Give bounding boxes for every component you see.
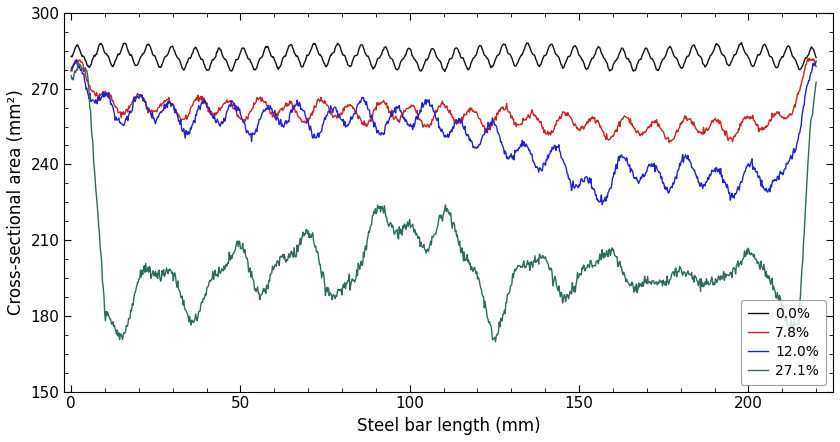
Legend: 0.0%, 7.8%, 12.0%, 27.1%: 0.0%, 7.8%, 12.0%, 27.1% [741,300,826,385]
7.8% [142,104,152,110]
0.0% [648,57,658,62]
Line: 27.1%: 27.1% [71,63,816,342]
X-axis label: Steel bar length (mm): Steel bar length (mm) [357,417,540,435]
12.0% [71,57,81,62]
12.0% [811,58,822,64]
27.1% [648,278,659,283]
Y-axis label: Cross-sectional area (mm²): Cross-sectional area (mm²) [7,89,25,315]
7.8% [811,64,822,69]
0.0% [394,64,404,69]
7.8% [647,118,657,124]
27.1% [74,60,84,65]
12.0% [66,68,76,73]
12.0% [648,164,659,169]
7.8% [66,68,76,73]
0.0% [737,40,747,45]
27.1% [66,73,76,78]
12.0% [662,185,672,190]
0.0% [367,65,377,70]
12.0% [143,106,153,111]
12.0% [579,179,589,184]
0.0% [142,42,152,47]
27.1% [811,80,822,85]
0.0% [66,53,76,59]
7.8% [660,136,670,141]
27.1% [662,274,672,279]
12.0% [368,119,378,124]
Line: 12.0%: 12.0% [71,60,816,205]
0.0% [579,59,589,65]
27.1% [368,213,378,218]
27.1% [491,339,501,344]
27.1% [579,263,589,268]
12.0% [395,108,405,114]
7.8% [367,114,377,120]
0.0% [661,52,671,57]
7.8% [805,56,815,61]
7.8% [578,124,588,129]
0.0% [811,55,822,60]
27.1% [395,231,405,236]
12.0% [597,202,607,207]
7.8% [664,140,675,145]
Line: 7.8%: 7.8% [71,58,816,143]
27.1% [143,265,153,271]
7.8% [394,120,404,125]
Line: 0.0%: 0.0% [71,42,816,72]
0.0% [439,69,449,74]
